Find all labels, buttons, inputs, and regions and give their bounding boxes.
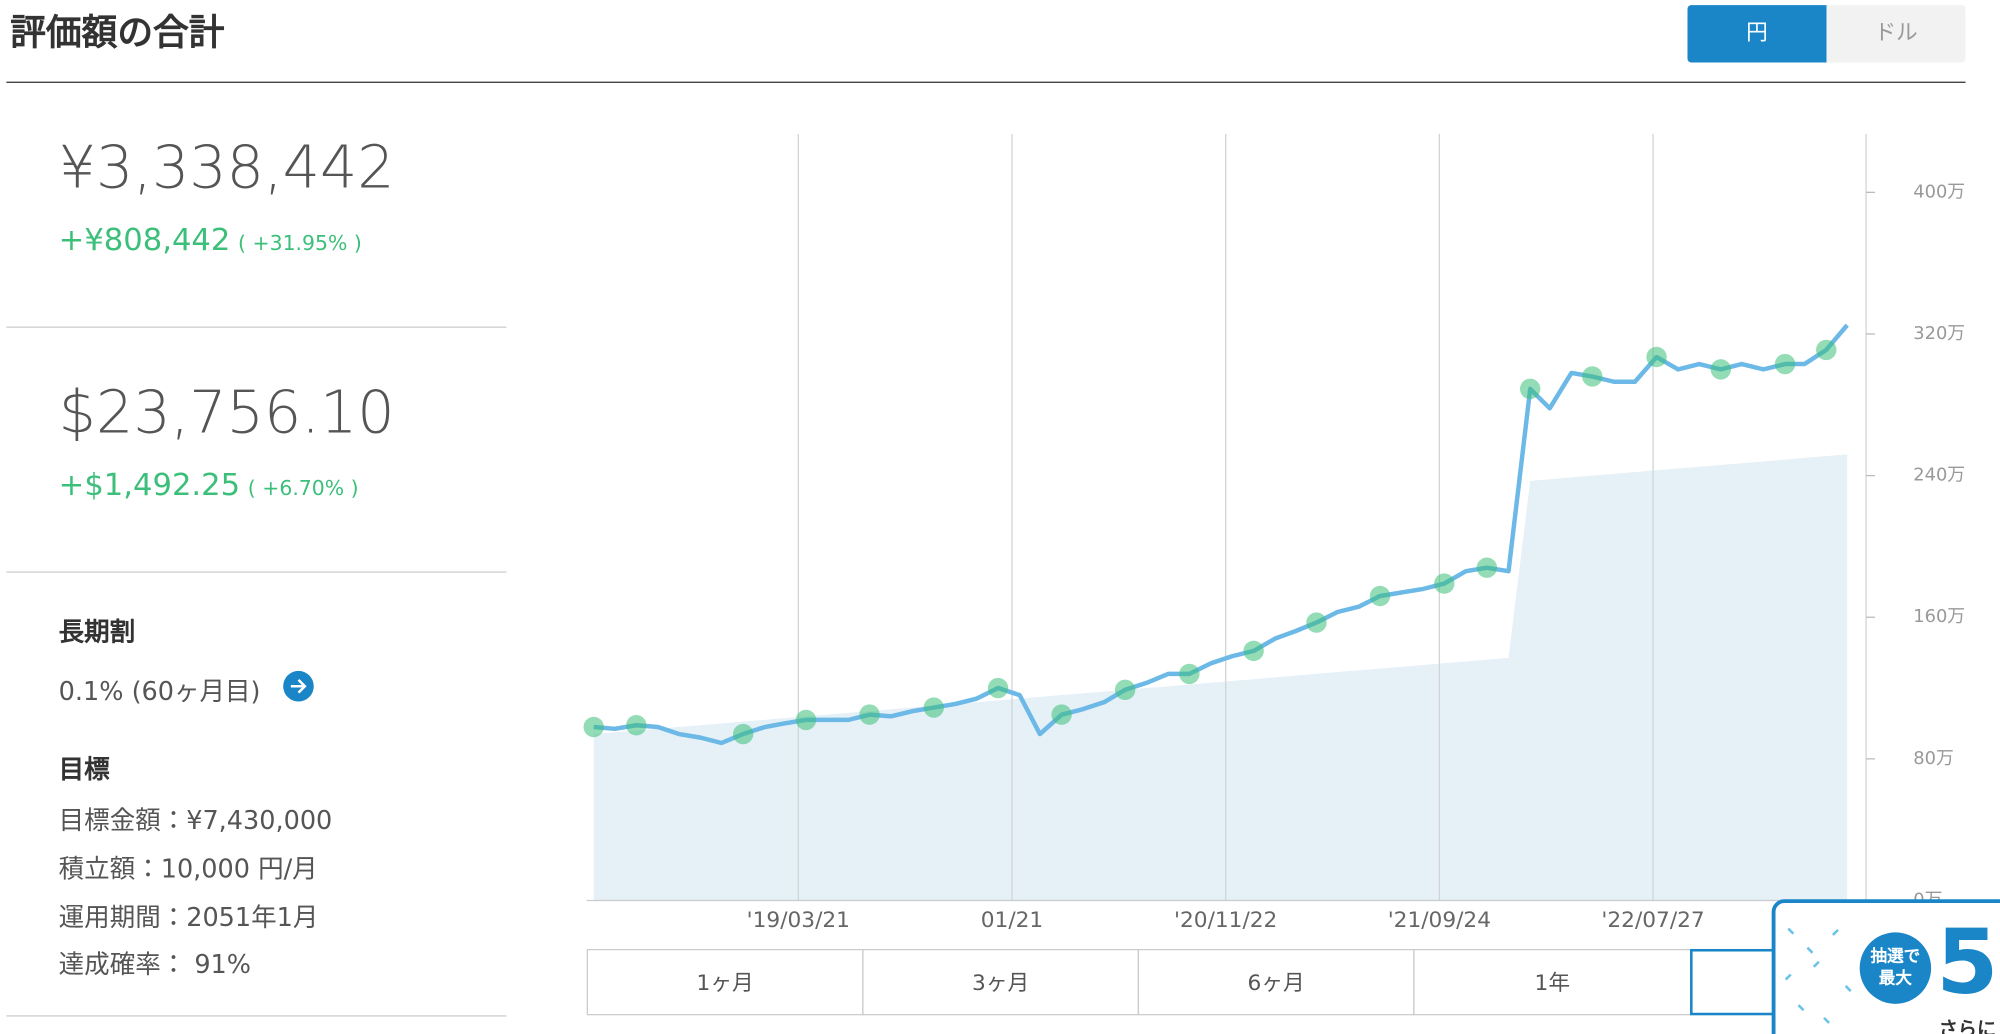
goal-item: 目標金額：¥7,430,000 xyxy=(58,804,333,836)
event-dot xyxy=(1306,612,1327,633)
y-tick-label: 80万 xyxy=(1913,748,1954,769)
long-term-title: 長期割 xyxy=(58,616,136,647)
badge-line: 抽選で xyxy=(1870,947,1921,967)
x-tick-label: '21/09/24 xyxy=(1388,908,1491,933)
divider xyxy=(6,571,507,573)
event-dot xyxy=(1816,339,1837,361)
x-tick-label: '20/11/22 xyxy=(1174,908,1277,933)
promo-badge: 抽選で 最大 xyxy=(1859,932,1932,1004)
event-dot xyxy=(1519,378,1541,400)
total-jpy: ¥3,338,442 xyxy=(58,132,395,202)
gain-value: +$1,492.25 xyxy=(58,466,241,503)
event-dot xyxy=(1369,585,1391,607)
goal-title: 目標 xyxy=(58,753,110,785)
event-dot xyxy=(1646,346,1667,368)
goal-item: 達成確率： 91% xyxy=(58,948,252,980)
gain-pct: ( +6.70% ) xyxy=(247,475,359,500)
gain-value: +¥808,442 xyxy=(58,221,231,258)
event-dot xyxy=(1051,704,1072,725)
currency-jpy[interactable]: 円 xyxy=(1687,5,1827,63)
event-dot xyxy=(1710,359,1732,380)
range-button[interactable]: 1ヶ月 xyxy=(586,948,864,1016)
x-tick-label: '22/07/27 xyxy=(1601,908,1704,933)
gain-jpy: +¥808,442 ( +31.95% ) xyxy=(59,222,362,258)
event-dot xyxy=(1476,557,1498,578)
event-dot xyxy=(1179,663,1200,685)
x-tick-label: '19/03/21 xyxy=(747,908,850,933)
event-dot xyxy=(1243,640,1264,662)
event-dot xyxy=(1582,366,1603,387)
event-dot xyxy=(923,697,945,718)
goal-item: 積立額：10,000 円/月 xyxy=(58,853,318,884)
promo-text: さらに xyxy=(1938,1017,1997,1034)
y-tick-label: 160万 xyxy=(1913,606,1965,627)
arrow-button[interactable] xyxy=(282,670,315,703)
badge-line: 最大 xyxy=(1878,969,1912,989)
gain-usd: +$1,492.25( +6.70% ) xyxy=(59,467,359,503)
promo-number: 5 xyxy=(1936,909,1999,1015)
range-button[interactable]: 6ヶ月 xyxy=(1137,948,1415,1016)
x-tick-label: 01/21 xyxy=(981,908,1043,933)
event-dot xyxy=(583,716,604,738)
event-dot xyxy=(626,715,647,736)
promo-banner[interactable]: 抽選で 最大 5 さらに xyxy=(1771,899,2000,1034)
y-tick-label: 240万 xyxy=(1913,465,1965,486)
event-dot xyxy=(859,704,880,725)
event-dot xyxy=(1774,353,1796,375)
y-tick-label: 320万 xyxy=(1913,323,1965,344)
event-dot xyxy=(732,723,754,745)
currency-usd[interactable]: ドル xyxy=(1826,5,1966,63)
range-button[interactable]: 1年 xyxy=(1413,948,1692,1016)
long-term-value: 0.1% (60ヶ月目) xyxy=(58,676,261,707)
event-dot xyxy=(1434,573,1455,594)
confetti xyxy=(1784,927,1852,1024)
page-title: 評価額の合計 xyxy=(10,11,225,54)
event-dot xyxy=(987,677,1009,699)
total-usd: $23,756.10 xyxy=(58,377,395,447)
principal-area xyxy=(593,454,1848,901)
gain-pct: ( +31.95% ) xyxy=(238,230,362,256)
range-button[interactable]: 3ヶ月 xyxy=(862,948,1140,1016)
event-dot xyxy=(1114,679,1136,701)
divider xyxy=(6,81,1966,83)
goal-item: 運用期間：2051年1月 xyxy=(58,901,319,933)
event-dot xyxy=(795,709,817,731)
y-tick-label: 400万 xyxy=(1913,181,1965,202)
divider xyxy=(6,326,507,328)
divider xyxy=(6,1015,507,1017)
